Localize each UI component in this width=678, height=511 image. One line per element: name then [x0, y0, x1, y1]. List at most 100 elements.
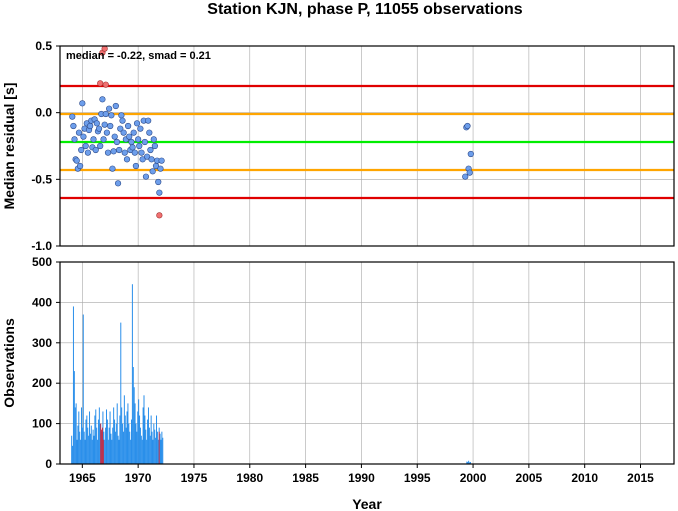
- residual-point: [100, 136, 107, 143]
- outlier-bar: [100, 423, 102, 464]
- outlier-bar: [101, 427, 103, 464]
- residual-point: [110, 148, 117, 155]
- residual-point: [97, 142, 104, 150]
- y-tick-label: 500: [32, 255, 52, 269]
- residual-point: [467, 150, 474, 158]
- observation-bar: [80, 407, 82, 464]
- residual-point: [146, 129, 153, 136]
- residual-point: [150, 136, 157, 143]
- observation-bar: [89, 433, 91, 464]
- residual-point: [142, 173, 150, 180]
- residual-point: [129, 144, 136, 151]
- observation-bar: [140, 435, 142, 464]
- x-tick-label: 2010: [571, 471, 598, 485]
- observation-bar: [125, 427, 127, 464]
- residual-point: [120, 129, 127, 136]
- observation-bar: [96, 427, 98, 464]
- residual-point: [462, 173, 469, 180]
- residual-point: [145, 117, 152, 124]
- outlier-point: [102, 81, 109, 88]
- observation-bar: [128, 423, 130, 464]
- outlier-bar: [102, 439, 104, 464]
- observation-bar: [136, 431, 138, 464]
- residual-point: [113, 138, 121, 146]
- residual-point: [71, 136, 78, 143]
- observation-bar: [84, 439, 86, 464]
- y-tick-label: 0.0: [35, 106, 52, 120]
- observation-bar: [76, 439, 78, 464]
- observation-bar: [119, 415, 121, 464]
- observation-bar: [106, 419, 108, 464]
- residual-point: [143, 153, 151, 160]
- residual-point: [92, 146, 99, 154]
- residual-point: [124, 122, 132, 130]
- x-tick-label: 1965: [69, 471, 96, 485]
- observation-bars: [71, 284, 471, 464]
- observation-bar: [80, 439, 82, 464]
- outlier-point: [156, 212, 163, 219]
- residual-point: [135, 136, 142, 143]
- observation-bar: [133, 387, 135, 464]
- observation-bar: [124, 415, 126, 464]
- x-tick-label: 1975: [181, 471, 208, 485]
- observation-bar: [135, 423, 137, 464]
- x-axis-label: Year: [352, 496, 382, 511]
- observation-bar: [151, 431, 153, 464]
- top-plot-frame: [59, 45, 675, 247]
- observation-bar: [147, 419, 149, 464]
- x-tick-label: 1980: [236, 471, 263, 485]
- observation-bar: [142, 407, 144, 464]
- observation-bar: [129, 431, 131, 464]
- top-y-axis-label: Median residual [s]: [1, 83, 17, 210]
- observation-bar: [137, 411, 139, 464]
- residual-point: [141, 138, 148, 146]
- observation-bar: [138, 399, 140, 464]
- y-tick-label: -0.5: [31, 172, 52, 186]
- observation-bar: [115, 423, 117, 464]
- residual-point: [69, 113, 76, 120]
- residual-point: [109, 165, 116, 172]
- x-tick-label: 1995: [404, 471, 431, 485]
- observation-bar: [72, 306, 74, 464]
- y-tick-label: 0: [45, 457, 52, 471]
- observation-bar: [82, 314, 84, 464]
- residual-point: [106, 105, 113, 112]
- observation-bar: [134, 403, 136, 464]
- observation-bar: [91, 439, 93, 464]
- x-tick-label: 2005: [516, 471, 543, 485]
- top-y-tick-labels: 0.5 0.0 -0.5 -1.0: [31, 39, 60, 253]
- observation-bar: [95, 409, 97, 464]
- residual-point: [126, 133, 133, 140]
- observation-bar: [111, 439, 113, 464]
- bottom-y-tick-labels: 0 100 200 300 400 500: [32, 255, 60, 471]
- residual-point: [136, 142, 143, 150]
- residual-point: [78, 146, 85, 154]
- residual-point: [95, 125, 103, 132]
- residual-point: [84, 149, 92, 156]
- observation-bar: [110, 433, 112, 464]
- residual-point: [118, 112, 125, 119]
- residual-point: [99, 96, 106, 103]
- residual-point: [111, 133, 118, 140]
- residual-point: [137, 125, 144, 132]
- observation-bar: [159, 433, 161, 464]
- residual-point: [102, 110, 109, 118]
- observation-bar: [468, 460, 470, 464]
- bottom-plot-frame: [59, 261, 675, 465]
- residual-point: [116, 146, 123, 154]
- residual-point: [75, 129, 83, 136]
- observation-bar: [131, 419, 133, 464]
- observation-bar: [114, 431, 116, 464]
- observation-bar: [81, 427, 83, 464]
- observation-bar: [113, 407, 115, 464]
- residual-point: [123, 156, 131, 163]
- observation-bar: [71, 435, 73, 464]
- observation-bar: [154, 429, 156, 464]
- observation-bar: [97, 439, 99, 464]
- observation-bar: [75, 403, 77, 464]
- x-tick-label: 1990: [348, 471, 375, 485]
- observation-bar: [114, 419, 116, 464]
- observation-bar: [120, 322, 122, 464]
- reference-lines: [60, 84, 674, 200]
- observation-bar: [141, 439, 143, 464]
